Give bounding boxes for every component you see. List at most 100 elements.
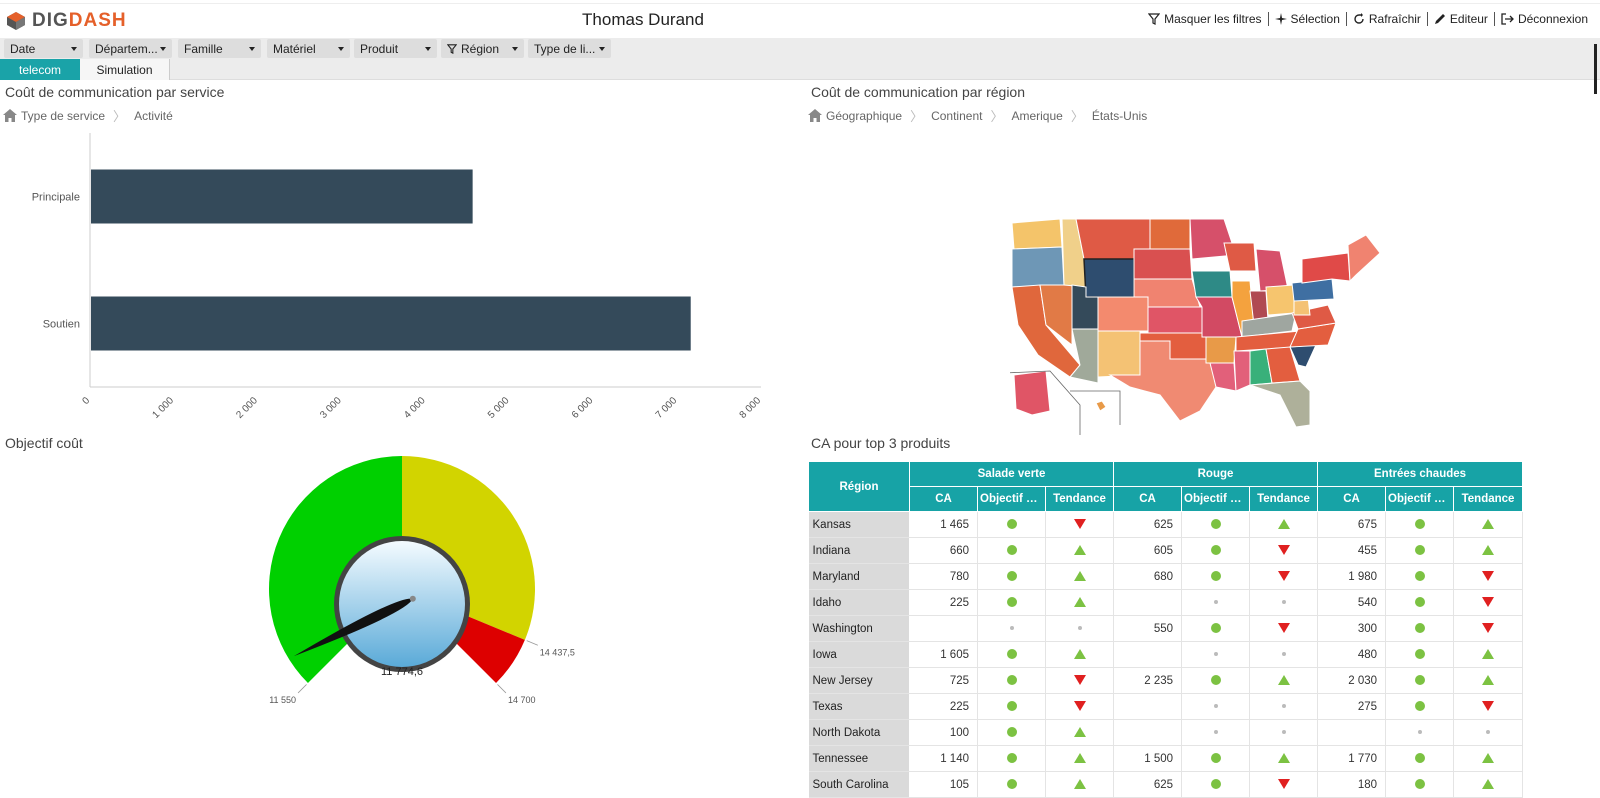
filter-famille[interactable]: Famille [178,39,261,58]
digdash-logo[interactable]: DIGDASH [6,10,127,32]
column-header[interactable]: CA [1113,486,1183,512]
table-row[interactable]: Iowa 1 605 480 [808,641,1524,668]
tab-simulation[interactable]: Simulation [80,59,170,80]
product-group-header[interactable]: Entrées chaudes [1317,461,1524,487]
table-row[interactable]: Idaho 225 540 [808,589,1524,616]
x-tick-label: 3 000 [318,395,344,421]
table-row[interactable]: New Jersey 725 2 235 2 030 [808,667,1524,694]
table-row[interactable]: Indiana 660 605 455 [808,537,1524,564]
map-region-wisconsin[interactable] [1223,242,1257,272]
top3-table: Région Salade verte Rouge Entrées chaudes CA… [808,461,1524,798]
tendance-cell [1045,563,1115,590]
breadcrumb-item[interactable]: Continent [931,108,983,123]
tendance-cell [1453,745,1524,772]
empty-dot-icon [1213,730,1218,735]
map-region-colorado[interactable] [1097,296,1149,332]
table-row[interactable]: South Carolina 105 625 180 [808,771,1524,798]
map-region-kansas[interactable] [1147,306,1203,334]
filter-bar: Date Départem... Famille Matériel Produi… [0,38,1600,59]
gauge-needle [293,598,413,657]
trend-down-icon [1277,571,1290,582]
map-region-new-england[interactable] [1347,234,1381,283]
column-header[interactable]: Tendance [1044,486,1115,512]
breadcrumb-item[interactable]: Géographique [826,108,903,123]
column-header[interactable]: Tendance [1453,486,1524,512]
map-region-oregon[interactable] [1011,246,1065,288]
filter-materiel[interactable]: Matériel [267,39,350,58]
home-icon[interactable] [3,109,17,122]
filter-type-ligne[interactable]: Type de li... [528,39,611,58]
table-row[interactable]: Tennessee 1 140 1 500 1 770 [808,745,1524,772]
map-region-florida[interactable] [1249,380,1311,428]
tab-telecom[interactable]: telecom [0,59,80,80]
bar-principale[interactable] [91,169,473,224]
column-header[interactable]: CA [1317,486,1387,512]
column-header[interactable]: Objectif M... [977,486,1046,512]
status-dot-icon [1414,519,1425,530]
map-region-wyoming[interactable] [1083,258,1135,298]
breadcrumb-item[interactable]: Activité [134,108,173,123]
trend-down-icon [1277,545,1290,556]
logout-icon [1501,13,1514,25]
ca-cell: 105 [909,771,978,798]
filter-produit[interactable]: Produit [354,39,437,58]
map-region-new-york[interactable] [1301,252,1351,284]
filter-departement[interactable]: Départem... [89,39,172,58]
column-header[interactable]: Tendance [1249,486,1319,512]
tendance-cell [1249,771,1319,798]
filter-date[interactable]: Date [4,39,83,58]
bar-soutien[interactable] [91,296,691,351]
map-region-pennsylvania[interactable] [1291,278,1335,302]
table-row[interactable]: North Dakota 100 [808,719,1524,746]
map-region-iowa[interactable] [1191,270,1233,298]
map-region-alaska[interactable] [1013,370,1051,416]
map-region-kentucky[interactable] [1241,312,1297,338]
map-region-ohio[interactable] [1265,284,1295,316]
tendance-cell [1045,693,1115,720]
us-map [1010,218,1381,435]
trend-up-icon [1277,675,1290,686]
map-region-washington[interactable] [1011,218,1063,250]
map-region-south-dakota[interactable] [1133,248,1193,280]
map-region-arizona[interactable] [1069,328,1099,384]
product-group-header[interactable]: Rouge [1113,461,1319,487]
map-region-new-mexico[interactable] [1097,330,1141,378]
map-region-arkansas[interactable] [1205,336,1237,364]
column-header[interactable]: Objectif M... [1385,486,1455,512]
region-map-title: Coût de communication par région [811,84,1026,100]
column-header[interactable]: CA [909,486,978,512]
y-tick-label: Principale [32,192,80,204]
selection-button[interactable]: Sélection [1269,12,1346,26]
ca-cell: 2 030 [1317,667,1387,694]
map-region-michigan[interactable] [1255,248,1289,292]
status-dot-icon [1006,649,1017,660]
map-region-hawaii[interactable] [1095,400,1107,412]
map-region-mississippi[interactable] [1233,350,1251,392]
logo-text-dash: DASH [68,10,127,31]
breadcrumb-item[interactable]: États-Unis [1091,108,1148,123]
map-region-texas[interactable] [1108,340,1217,422]
map-region-north-dakota[interactable] [1149,218,1191,250]
table-row[interactable]: Maryland 780 680 1 980 [808,563,1524,590]
home-icon[interactable] [808,109,822,122]
tendance-cell [1045,667,1115,694]
column-header[interactable]: Objectif M... [1181,486,1251,512]
chevron-right-icon: 〉 [113,109,127,124]
filter-region[interactable]: Région [441,39,524,58]
refresh-button[interactable]: Rafraîchir [1347,12,1427,26]
trend-down-icon [1482,571,1495,582]
tendance-cell [1249,667,1319,694]
tendance-cell [1453,589,1524,616]
logout-button[interactable]: Déconnexion [1495,12,1594,26]
table-row[interactable]: Washington 550 300 [808,615,1524,642]
map-region-nevada[interactable] [1039,284,1073,347]
product-group-header[interactable]: Salade verte [908,461,1115,487]
filter-label: Région [461,41,500,56]
region-column-header[interactable]: Région [808,461,910,512]
editor-button[interactable]: Editeur [1428,12,1494,26]
breadcrumb-item[interactable]: Type de service [21,108,106,123]
breadcrumb-item[interactable]: Amerique [1011,108,1063,123]
table-row[interactable]: Kansas 1 465 625 675 [808,511,1524,538]
hide-filters-button[interactable]: Masquer les filtres [1142,12,1267,26]
table-row[interactable]: Texas 225 275 [808,693,1524,720]
